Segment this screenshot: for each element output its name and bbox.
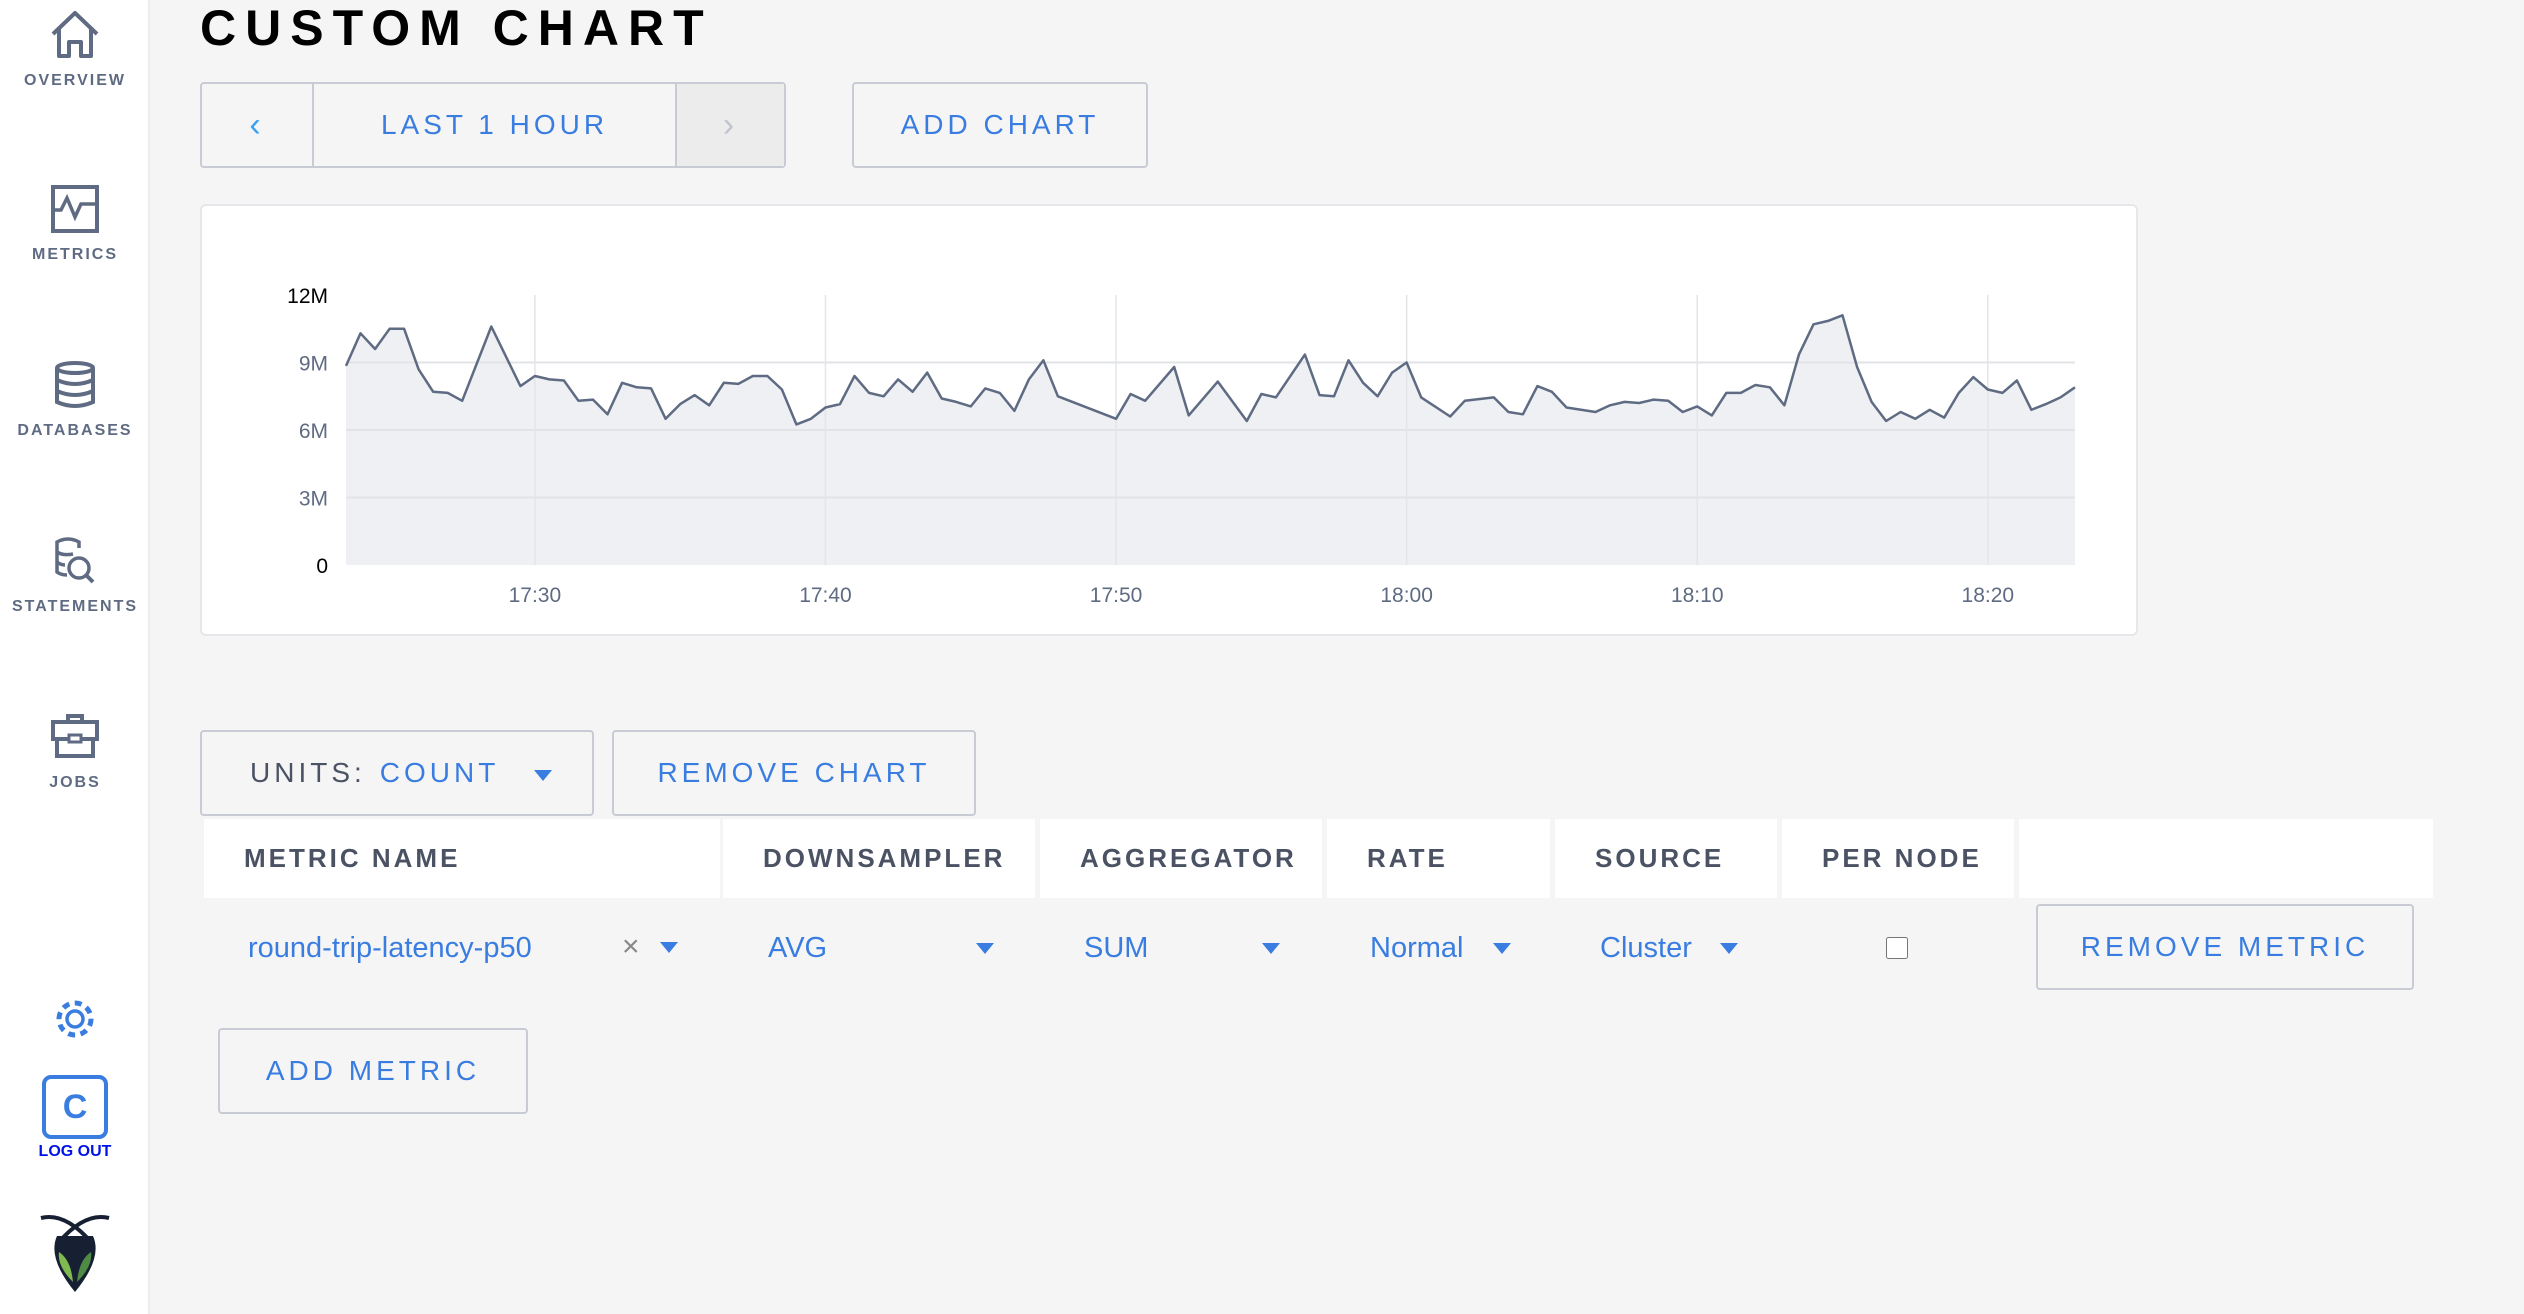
clear-icon[interactable]: × bbox=[622, 930, 640, 963]
column-header-metric-name: METRIC NAME bbox=[204, 819, 720, 898]
page-title: CUSTOM CHART bbox=[200, 0, 713, 56]
caret-down-icon[interactable] bbox=[1720, 943, 1738, 954]
x-tick-label: 18:10 bbox=[1671, 584, 1724, 607]
remove-chart-button[interactable]: REMOVE CHART bbox=[612, 730, 976, 816]
user-avatar[interactable]: C bbox=[42, 1075, 108, 1139]
home-icon bbox=[51, 11, 99, 58]
rate-select[interactable]: Normal bbox=[1370, 931, 1464, 964]
series-line bbox=[344, 314, 2076, 426]
caret-down-icon[interactable] bbox=[1493, 943, 1511, 954]
sidebar-item-label: STATEMENTS bbox=[11, 598, 139, 615]
caret-down-icon[interactable] bbox=[976, 943, 994, 954]
sidebar-item-metrics[interactable]: METRICS bbox=[0, 184, 150, 264]
column-header-per-node: PER NODE bbox=[1782, 819, 2014, 898]
sidebar-item-databases[interactable]: DATABASES bbox=[0, 360, 150, 440]
column-header-source: SOURCE bbox=[1555, 819, 1777, 898]
sidebar: OVERVIEW METRICS DATABASES STATEMENTS JO… bbox=[0, 0, 150, 1314]
column-header-downsampler: DOWNSAMPLER bbox=[723, 819, 1035, 898]
per-node-checkbox[interactable] bbox=[1886, 936, 1908, 960]
series-area bbox=[346, 315, 2075, 565]
sidebar-item-jobs[interactable]: JOBS bbox=[0, 712, 150, 792]
column-header-actions bbox=[2019, 819, 2433, 898]
settings-button[interactable] bbox=[0, 996, 150, 1042]
metric-name-select[interactable]: round-trip-latency-p50 bbox=[248, 931, 532, 964]
metrics-icon bbox=[51, 185, 99, 233]
sidebar-item-label: OVERVIEW bbox=[24, 72, 126, 89]
sidebar-item-label: METRICS bbox=[32, 246, 118, 263]
y-tick-label: 9M bbox=[299, 353, 328, 376]
logo-icon bbox=[40, 1215, 110, 1292]
user-logout[interactable]: C LOG OUT bbox=[0, 1075, 150, 1161]
cockroach-logo[interactable] bbox=[0, 1212, 150, 1296]
remove-metric-button[interactable]: REMOVE METRIC bbox=[2036, 904, 2414, 990]
column-header-rate: RATE bbox=[1327, 819, 1550, 898]
sidebar-item-statements[interactable]: STATEMENTS bbox=[0, 536, 150, 616]
time-range-dropdown[interactable]: LAST 1 HOUR bbox=[314, 84, 675, 166]
prev-time-button[interactable]: ‹ bbox=[202, 84, 314, 166]
source-select[interactable]: Cluster bbox=[1600, 931, 1692, 964]
sidebar-item-overview[interactable]: OVERVIEW bbox=[0, 10, 150, 90]
briefcase-icon bbox=[51, 714, 99, 758]
gear-icon bbox=[56, 1000, 94, 1038]
aggregator-select[interactable]: SUM bbox=[1084, 931, 1149, 964]
sidebar-item-label: DATABASES bbox=[17, 422, 133, 439]
x-tick-label: 17:40 bbox=[799, 584, 852, 607]
units-value: COUNT bbox=[379, 757, 500, 788]
caret-down-icon[interactable] bbox=[660, 942, 678, 953]
sidebar-item-label: JOBS bbox=[49, 774, 101, 791]
caret-down-icon[interactable] bbox=[1262, 943, 1280, 954]
chevron-right-icon: › bbox=[722, 105, 739, 144]
statements-icon bbox=[55, 537, 95, 584]
column-header-aggregator: AGGREGATOR bbox=[1040, 819, 1322, 898]
time-range-selector: ‹ LAST 1 HOUR › bbox=[200, 82, 786, 168]
y-tick-label: 12M bbox=[287, 285, 328, 308]
units-label: UNITS: bbox=[250, 757, 366, 788]
units-dropdown[interactable]: UNITS: COUNT bbox=[200, 730, 594, 816]
x-tick-label: 18:00 bbox=[1380, 584, 1433, 607]
caret-down-icon bbox=[534, 770, 552, 781]
downsampler-select[interactable]: AVG bbox=[768, 931, 828, 964]
time-range-label: LAST 1 HOUR bbox=[380, 109, 609, 140]
y-tick-label: 0 bbox=[316, 555, 328, 578]
line-chart: 0 3M 6M 9M 12M 17:30 17:40 17:50 18:00 18:10 18:20 bbox=[287, 285, 2076, 607]
x-tick-label: 17:50 bbox=[1090, 584, 1143, 607]
add-chart-button[interactable]: ADD CHART bbox=[852, 82, 1148, 168]
chevron-left-icon: ‹ bbox=[249, 105, 265, 144]
x-tick-label: 18:20 bbox=[1962, 584, 2015, 607]
logout-link[interactable]: LOG OUT bbox=[38, 1143, 112, 1160]
add-metric-button[interactable]: ADD METRIC bbox=[218, 1028, 528, 1114]
database-icon bbox=[55, 361, 95, 408]
next-time-button[interactable]: › bbox=[675, 84, 784, 166]
y-tick-label: 3M bbox=[299, 488, 328, 511]
y-tick-label: 6M bbox=[299, 420, 328, 443]
x-tick-label: 17:30 bbox=[509, 584, 562, 607]
